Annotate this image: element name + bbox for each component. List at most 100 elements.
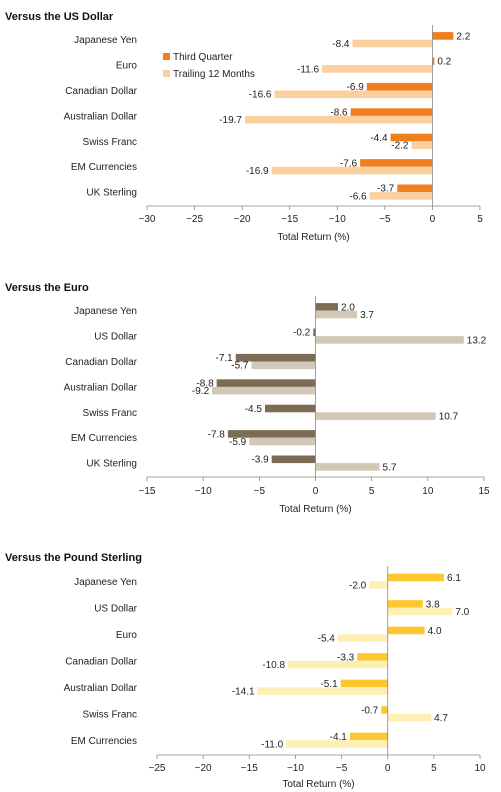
category-label: Swiss Franc — [83, 408, 137, 419]
data-label: 10.7 — [439, 412, 459, 423]
x-axis-title: Total Return (%) — [279, 504, 351, 515]
bar-trailing-12-months — [244, 115, 433, 124]
x-tick-label: −10 — [287, 763, 304, 774]
bar-trailing-12-months — [315, 310, 358, 319]
x-tick-label: 0 — [430, 214, 436, 225]
chart-title: Versus the US Dollar — [5, 11, 114, 23]
category-label: EM Currencies — [71, 162, 137, 173]
data-label: -11.6 — [297, 64, 319, 75]
bar-third-quarter — [390, 133, 433, 142]
bar-third-quarter — [340, 679, 388, 688]
category-label: Japanese Yen — [74, 35, 137, 46]
data-label: -4.5 — [245, 404, 263, 415]
legend-label: Trailing 12 Months — [173, 69, 255, 80]
data-label: 5.7 — [383, 462, 397, 473]
data-label: 6.1 — [447, 573, 461, 584]
data-label: -5.4 — [318, 633, 336, 644]
category-label: EM Currencies — [71, 736, 137, 747]
data-label: -3.3 — [337, 652, 355, 663]
bar-third-quarter — [366, 82, 433, 91]
x-tick-label: −5 — [379, 214, 391, 225]
bar-third-quarter — [264, 404, 316, 413]
x-tick-label: −30 — [139, 214, 156, 225]
data-label: -4.4 — [370, 133, 388, 144]
bar-third-quarter — [381, 706, 388, 714]
legend-label: Third Quarter — [173, 52, 233, 63]
bar-trailing-12-months — [315, 412, 436, 420]
chart-2: Versus the Euro Japanese Yen 2.0 3.7 US Doll… — [5, 282, 490, 515]
x-tick-label: −20 — [234, 214, 251, 225]
bar-third-quarter — [313, 328, 316, 337]
bar-trailing-12-months — [387, 607, 453, 616]
category-label: UK Sterling — [86, 459, 137, 470]
data-label: 2.2 — [456, 31, 470, 42]
data-label: -19.7 — [219, 115, 242, 126]
data-label: -0.2 — [293, 328, 311, 339]
bar-trailing-12-months — [212, 386, 316, 395]
category-label: Swiss Franc — [83, 709, 137, 720]
data-label: -7.8 — [208, 429, 226, 440]
x-axis-title: Total Return (%) — [277, 232, 349, 243]
x-tick-label: 10 — [474, 763, 486, 774]
x-tick-label: −10 — [329, 214, 346, 225]
legend: Third Quarter Trailing 12 Months — [163, 52, 255, 80]
chart-title: Versus the Pound Sterling — [5, 552, 142, 564]
x-tick-label: 5 — [431, 763, 437, 774]
bar-third-quarter — [349, 732, 388, 741]
bar-third-quarter — [432, 32, 454, 40]
bar-third-quarter — [360, 159, 433, 167]
x-tick-label: −25 — [149, 763, 166, 774]
x-tick-label: −10 — [195, 486, 212, 497]
category-label: Swiss Franc — [83, 137, 137, 148]
data-label: -5.9 — [229, 437, 247, 448]
category-label: Canadian Dollar — [65, 86, 137, 97]
bar-third-quarter — [387, 573, 445, 582]
x-axis-title: Total Return (%) — [282, 779, 354, 790]
bar-third-quarter — [315, 303, 338, 311]
bar-trailing-12-months — [274, 90, 433, 99]
category-label: EM Currencies — [71, 433, 137, 444]
x-tick-label: 0 — [385, 763, 391, 774]
data-label: 3.7 — [360, 310, 374, 321]
chart-1: Versus the US Dollar Japanese Yen 2.2 -8.4 E… — [5, 11, 483, 243]
bar-trailing-12-months — [387, 713, 432, 722]
legend-swatch — [163, 70, 170, 77]
bar-trailing-12-months — [249, 437, 316, 446]
data-label: -7.1 — [216, 353, 234, 364]
bar-trailing-12-months — [322, 65, 433, 73]
data-label: -16.6 — [249, 90, 272, 101]
data-label: -5.1 — [320, 679, 338, 690]
data-label: 4.7 — [434, 713, 448, 724]
bar-third-quarter — [227, 430, 316, 438]
x-tick-label: −15 — [241, 763, 258, 774]
bar-trailing-12-months — [369, 581, 388, 589]
data-label: -14.1 — [232, 686, 255, 697]
legend-swatch — [163, 53, 170, 60]
x-tick-label: −15 — [281, 214, 298, 225]
data-label: 3.8 — [426, 599, 440, 610]
data-label: -3.7 — [377, 184, 395, 195]
data-label: -3.9 — [251, 455, 269, 466]
bar-trailing-12-months — [411, 141, 433, 149]
data-label: -6.6 — [349, 191, 367, 202]
category-label: UK Sterling — [86, 188, 137, 199]
data-label: -8.8 — [196, 379, 214, 390]
x-tick-label: 10 — [422, 486, 434, 497]
x-tick-label: 15 — [478, 486, 490, 497]
data-label: -7.6 — [340, 158, 358, 169]
bar-third-quarter — [387, 600, 423, 608]
category-label: US Dollar — [94, 603, 137, 614]
data-label: 2.0 — [341, 302, 355, 313]
bar-trailing-12-months — [251, 361, 316, 370]
bar-trailing-12-months — [369, 192, 433, 200]
chart-3: Versus the Pound Sterling Japanese Yen 6.1… — [5, 552, 486, 790]
bar-trailing-12-months — [257, 687, 388, 695]
data-label: -10.8 — [262, 660, 285, 671]
category-label: Canadian Dollar — [65, 357, 137, 368]
bar-third-quarter — [432, 57, 435, 66]
category-label: US Dollar — [94, 332, 137, 343]
data-label: -9.2 — [192, 386, 210, 397]
data-label: -0.7 — [361, 705, 379, 716]
data-label: -4.1 — [330, 732, 348, 743]
